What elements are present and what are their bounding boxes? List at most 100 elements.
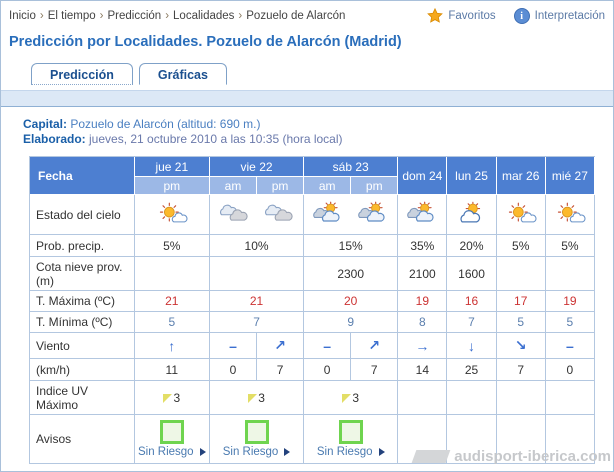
sky-icon-slot	[406, 201, 438, 228]
period-header-vie-am: am	[209, 177, 258, 195]
breadcrumb-item-el-tiempo[interactable]: El tiempo	[47, 10, 96, 22]
capital-value: Pozuelo de Alarcón (altitud: 690 m.)	[70, 117, 261, 131]
breadcrumb-item-pozuelo[interactable]: Pozuelo de Alarcón	[246, 10, 346, 22]
row-label-wind: Viento	[30, 333, 135, 359]
wind-direction-icon: –	[209, 333, 258, 359]
tab-bar: Predicción Gráficas	[31, 63, 613, 85]
capital-line: Capital: Pozuelo de Alarcón (altitud: 69…	[23, 117, 613, 132]
aviso-link[interactable]: Sin Riesgo	[305, 420, 396, 458]
tmax-cell: 21	[209, 291, 305, 312]
sun-cloud-icon	[554, 201, 586, 225]
sky-icon-slot	[554, 201, 586, 228]
day-header-sab23: sáb 23	[304, 157, 399, 177]
wind-direction-icon: →	[398, 333, 448, 359]
avisos-cell: Sin Riesgo	[209, 415, 305, 464]
tmin-cell: 7	[209, 312, 305, 333]
elaborado-value: jueves, 21 octubre 2010 a las 10:35 (hor…	[89, 132, 343, 146]
precip-cell: 15%	[304, 235, 399, 257]
sky-icon-slot	[263, 201, 295, 228]
cloud-sun-large-icon	[456, 201, 488, 225]
aviso-link[interactable]: Sin Riesgo	[136, 420, 208, 458]
uv-cell	[398, 381, 448, 415]
tmin-cell: 9	[304, 312, 399, 333]
snow-cell: 2300	[304, 257, 399, 291]
breadcrumb-item-localidades[interactable]: Localidades	[173, 10, 235, 22]
sky-cell	[545, 195, 595, 235]
windspeed-cell: 7	[351, 359, 399, 381]
favoritos-link[interactable]: Favoritos	[427, 8, 496, 24]
sky-icon-slot	[218, 201, 250, 228]
sky-icon-slot	[312, 201, 344, 228]
aviso-label: Sin Riesgo	[222, 446, 279, 458]
tmax-cell: 17	[496, 291, 546, 312]
breadcrumb-item-prediccion[interactable]: Predicción	[107, 10, 162, 22]
clouds-icon	[218, 201, 250, 225]
wind-direction-icon: –	[304, 333, 352, 359]
sky-icon-slot	[456, 201, 488, 228]
precip-cell: 5%	[496, 235, 546, 257]
windspeed-cell: 0	[304, 359, 352, 381]
avisos-cell	[447, 415, 497, 464]
tmax-cell: 21	[134, 291, 210, 312]
row-label-tmin: T. Mínima (ºC)	[30, 312, 135, 333]
day-header-vie22: vie 22	[209, 157, 305, 177]
uv-cell	[496, 381, 546, 415]
breadcrumb: Inicio › El tiempo › Predicción › Localidades ›…	[9, 10, 345, 22]
day-header-jue21: jue 21	[134, 157, 210, 177]
snow-cell	[496, 257, 546, 291]
windspeed-cell: 25	[447, 359, 497, 381]
star-icon	[427, 8, 444, 23]
play-arrow-icon	[199, 448, 206, 456]
precip-cell: 5%	[134, 235, 210, 257]
snow-cell: 2100	[398, 257, 448, 291]
sun-cloud-icon	[156, 201, 188, 225]
precip-cell: 35%	[398, 235, 448, 257]
play-arrow-icon	[284, 448, 291, 456]
row-label-uv: Indice UV Máximo	[30, 381, 135, 415]
tmax-cell: 19	[398, 291, 448, 312]
uv-cell: 3	[209, 381, 305, 415]
precip-cell: 10%	[209, 235, 305, 257]
interpretacion-link[interactable]: i Interpretación	[513, 8, 605, 24]
uv-value: 3	[352, 390, 360, 405]
sky-icon-slot	[357, 201, 389, 228]
windspeed-cell: 7	[257, 359, 305, 381]
avisos-cell	[545, 415, 595, 464]
windspeed-cell: 0	[209, 359, 258, 381]
period-header-vie-pm: pm	[257, 177, 305, 195]
uv-icon	[163, 393, 173, 403]
breadcrumb-separator: ›	[39, 10, 44, 22]
snow-cell	[545, 257, 595, 291]
tmax-cell: 16	[447, 291, 497, 312]
breadcrumb-item-inicio[interactable]: Inicio	[9, 10, 36, 22]
wind-direction-icon: ↗	[351, 333, 399, 359]
avisos-cell: Sin Riesgo	[304, 415, 399, 464]
period-header-sab-pm: pm	[351, 177, 399, 195]
no-risk-icon	[244, 420, 269, 444]
windspeed-cell: 7	[496, 359, 546, 381]
row-label-precip: Prob. precip.	[30, 235, 135, 257]
uv-value: 3	[258, 390, 265, 405]
day-header-dom24: dom 24	[398, 157, 448, 195]
tab-prediccion[interactable]: Predicción	[31, 63, 133, 85]
sky-icon-slot	[156, 201, 188, 228]
tmin-cell: 5	[496, 312, 546, 333]
aviso-link[interactable]: Sin Riesgo	[211, 420, 302, 458]
breadcrumb-separator: ›	[165, 10, 170, 22]
cloud-sun-icon	[312, 201, 344, 225]
day-header-mar26: mar 26	[496, 157, 546, 195]
windspeed-cell: 14	[398, 359, 448, 381]
avisos-cell: Sin Riesgo	[134, 415, 210, 464]
wind-direction-icon: –	[545, 333, 595, 359]
tmin-cell: 7	[447, 312, 497, 333]
tab-band	[1, 90, 613, 107]
forecast-table: Fecha jue 21 vie 22 sáb 23 dom 24 lun 25…	[29, 156, 595, 464]
no-risk-icon	[159, 420, 184, 444]
tab-graficas[interactable]: Gráficas	[138, 63, 227, 85]
elaborado-label: Elaborado:	[23, 132, 86, 146]
avisos-cell	[398, 415, 448, 464]
snow-cell: 1600	[447, 257, 497, 291]
header-links: Favoritos i Interpretación	[427, 8, 605, 24]
page-title: Predicción por Localidades. Pozuelo de A…	[9, 34, 402, 50]
info-icon: i	[513, 8, 530, 24]
